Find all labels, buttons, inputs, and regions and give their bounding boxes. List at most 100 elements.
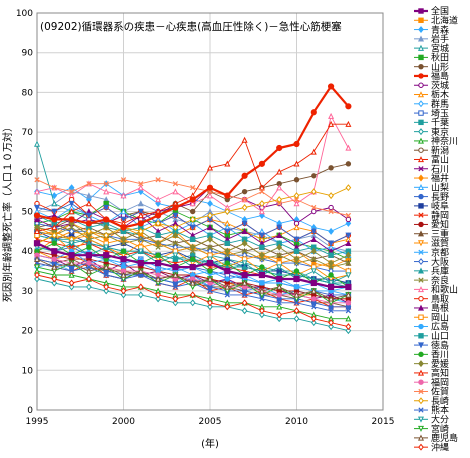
data-point bbox=[68, 227, 75, 235]
data-point bbox=[137, 267, 144, 274]
legend-item: 千葉 bbox=[414, 117, 449, 129]
data-point bbox=[328, 323, 334, 331]
legend-label: 高知 bbox=[431, 367, 449, 379]
data-point bbox=[241, 188, 248, 195]
data-point bbox=[310, 188, 317, 196]
data-point bbox=[103, 188, 110, 195]
legend-label: 茨城 bbox=[431, 79, 449, 91]
legend-item: 石川 bbox=[414, 165, 449, 175]
data-point bbox=[293, 307, 300, 315]
legend-marker bbox=[418, 407, 424, 413]
legend-marker bbox=[417, 230, 425, 237]
data-point bbox=[310, 247, 317, 255]
legend-label: 山梨 bbox=[431, 182, 449, 194]
data-point bbox=[68, 208, 75, 215]
tick-labels: 0 10 20 30 40 50 60 70 80 90 100 1995 2000 2005 2010 20… bbox=[16, 9, 395, 427]
legend-marker bbox=[417, 184, 425, 191]
legend-marker bbox=[417, 425, 425, 432]
data-point bbox=[224, 283, 231, 290]
data-point bbox=[85, 200, 92, 207]
data-point bbox=[138, 181, 144, 187]
data-point bbox=[241, 307, 248, 315]
legend-item: 鳥取 bbox=[414, 293, 449, 305]
data-point bbox=[33, 188, 41, 195]
data-point bbox=[276, 303, 283, 310]
data-point bbox=[345, 232, 352, 239]
data-point bbox=[311, 204, 317, 211]
data-point bbox=[276, 300, 282, 306]
data-point bbox=[241, 279, 248, 286]
data-point bbox=[103, 231, 110, 239]
legend-item: 宮崎 bbox=[414, 423, 449, 435]
data-point bbox=[224, 276, 231, 282]
legend-marker bbox=[418, 82, 424, 88]
legend-item: 島根 bbox=[414, 302, 449, 314]
data-point bbox=[345, 308, 352, 314]
data-point bbox=[328, 240, 335, 247]
data-point bbox=[86, 231, 92, 239]
data-point bbox=[258, 184, 265, 191]
data-point bbox=[189, 224, 196, 231]
data-point bbox=[172, 204, 179, 211]
data-point bbox=[33, 255, 41, 262]
data-point bbox=[311, 296, 317, 302]
legend-item: 兵庫 bbox=[414, 265, 449, 277]
data-point bbox=[172, 188, 179, 195]
data-point bbox=[155, 291, 161, 299]
legend-marker bbox=[418, 443, 424, 451]
legend-marker bbox=[418, 100, 424, 108]
data-point bbox=[241, 220, 248, 227]
legend-label: 秋田 bbox=[431, 52, 449, 64]
data-point bbox=[328, 204, 334, 211]
data-point bbox=[33, 228, 41, 235]
legend-label: 長崎 bbox=[431, 395, 449, 407]
data-point bbox=[293, 248, 300, 254]
legend-label: 岐阜 bbox=[431, 200, 449, 212]
data-point bbox=[224, 228, 231, 235]
data-point bbox=[276, 168, 283, 175]
legend-item: 埼玉 bbox=[414, 107, 449, 119]
data-point bbox=[68, 279, 75, 287]
x-tick-label: 1995 bbox=[26, 417, 49, 427]
data-point bbox=[85, 267, 92, 274]
legend-label: 香川 bbox=[431, 350, 449, 361]
data-point bbox=[51, 279, 58, 287]
data-point bbox=[172, 263, 179, 271]
data-point bbox=[190, 256, 196, 262]
legend-marker bbox=[417, 304, 425, 311]
data-point bbox=[120, 177, 127, 183]
data-point bbox=[259, 200, 265, 208]
data-point bbox=[241, 292, 248, 298]
series-全国 bbox=[33, 240, 352, 291]
y-tick-label: 70 bbox=[22, 128, 34, 138]
legend-label: 広島 bbox=[431, 321, 449, 333]
data-point bbox=[103, 204, 110, 211]
data-point bbox=[293, 284, 300, 290]
data-point bbox=[345, 212, 352, 219]
data-point bbox=[241, 260, 248, 267]
x-axis-label: (年) bbox=[201, 437, 219, 450]
data-point bbox=[190, 185, 196, 191]
legend-item: 長野 bbox=[414, 192, 449, 203]
data-point bbox=[345, 327, 352, 335]
legend-item: 長崎 bbox=[414, 395, 449, 407]
legend-label: 鳥取 bbox=[431, 293, 449, 305]
legend-marker bbox=[418, 221, 424, 228]
legend-item: 山形 bbox=[414, 61, 449, 73]
legend-item: 岩手 bbox=[414, 33, 449, 45]
legend-label: 北海道 bbox=[431, 14, 458, 26]
data-point bbox=[172, 284, 179, 290]
data-point bbox=[68, 259, 75, 266]
legend-item: 福島 bbox=[414, 70, 449, 82]
data-point bbox=[345, 283, 352, 291]
data-point bbox=[33, 140, 41, 147]
legend-item: 高知 bbox=[414, 367, 449, 379]
y-tick-label: 0 bbox=[27, 406, 33, 416]
data-point bbox=[172, 212, 179, 219]
data-point bbox=[51, 185, 57, 191]
legend-item: 北海道 bbox=[414, 14, 458, 26]
data-point bbox=[68, 268, 75, 274]
data-point bbox=[137, 200, 144, 207]
y-tick-label: 30 bbox=[22, 287, 34, 297]
legend-label: 和歌山 bbox=[431, 284, 458, 296]
